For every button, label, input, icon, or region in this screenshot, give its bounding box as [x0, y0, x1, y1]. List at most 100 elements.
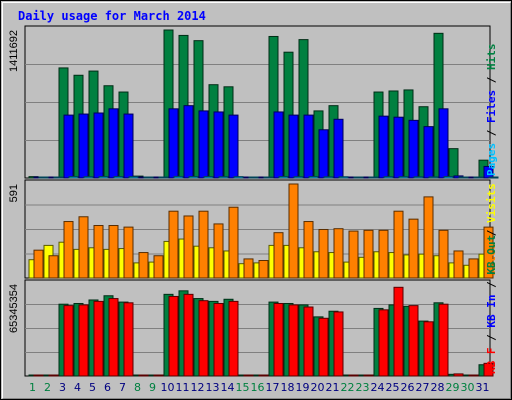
x-tick-label: 30	[461, 381, 475, 394]
bar-files-day-3	[63, 114, 74, 179]
y-max-label: 65345354	[8, 284, 20, 333]
legend: KB F / KB In / KB Out	[485, 235, 498, 374]
bar-pages-day-14	[233, 176, 244, 179]
bar-sites-day-8	[138, 252, 149, 279]
bar-sites-day-11	[183, 215, 194, 279]
legend-separator: /	[485, 123, 498, 143]
bar-pages-day-27	[428, 176, 439, 179]
x-tick-label: 11	[176, 381, 190, 394]
bar-sites-day-4	[78, 216, 89, 279]
bar-kb-f-day-6	[108, 298, 119, 377]
x-tick-label: 14	[221, 381, 235, 394]
x-tick-label: 15	[236, 381, 250, 394]
bar-kb-f-day-30	[468, 374, 479, 377]
bar-files-day-26	[408, 119, 419, 179]
bar-sites-day-22	[348, 230, 359, 279]
legend-item: Pages	[485, 143, 498, 176]
x-tick-label: 17	[266, 381, 280, 394]
bar-files-day-20	[318, 129, 329, 179]
legend-separator: /	[485, 328, 498, 348]
bar-kb-f-day-17	[273, 302, 284, 377]
legend-item: Sites	[485, 243, 498, 276]
x-tick-label: 25	[386, 381, 400, 394]
bar-sites-day-30	[468, 258, 479, 279]
bar-kb-f-day-24	[378, 309, 389, 377]
bar-pages-day-30	[473, 176, 484, 179]
bar-sites-day-29	[453, 250, 464, 279]
bar-files-day-14	[228, 114, 239, 179]
bar-files-day-12	[198, 110, 209, 179]
bar-sites-day-27	[423, 196, 434, 279]
bar-kb-f-day-10	[168, 295, 179, 377]
bar-pages-day-13	[218, 176, 229, 179]
bar-sites-day-1	[33, 249, 44, 279]
bar-pages-day-6	[113, 176, 124, 179]
x-tick-label: 4	[74, 381, 81, 394]
bar-sites-day-15	[243, 258, 254, 279]
bar-pages-day-20	[323, 176, 334, 179]
bar-sites-day-20	[318, 228, 329, 279]
bar-sites-day-19	[303, 221, 314, 279]
bar-pages-day-12	[203, 176, 214, 179]
bar-pages-day-28	[443, 176, 454, 179]
bar-pages-day-23	[368, 176, 379, 179]
x-tick-label: 7	[119, 381, 126, 394]
y-max-label: 591	[8, 184, 20, 202]
bar-sites-day-18	[288, 183, 299, 279]
bar-kb-f-day-31	[483, 362, 494, 377]
bar-pages-day-15	[248, 176, 259, 179]
bar-kb-f-day-25	[393, 286, 404, 377]
x-tick-label: 8	[134, 381, 141, 394]
bar-pages-day-26	[413, 176, 424, 179]
bar-kb-f-day-11	[183, 293, 194, 377]
bar-pages-day-11	[188, 176, 199, 179]
bar-pages-day-17	[278, 176, 289, 179]
bar-kb-f-day-3	[63, 305, 74, 377]
bar-files-day-18	[288, 114, 299, 179]
x-tick-label: 26	[401, 381, 415, 394]
legend-item: KB Out	[485, 235, 498, 275]
panel-1: 1411692 Pages / Files / Hits	[8, 25, 499, 179]
bar-kb-f-day-5	[93, 300, 104, 377]
bar-sites-day-28	[438, 229, 449, 279]
bar-kb-f-day-28	[438, 303, 449, 377]
x-tick-label: 18	[281, 381, 295, 394]
x-tick-label: 28	[431, 381, 445, 394]
bar-pages-day-1	[38, 176, 49, 179]
bar-pages-day-29	[458, 176, 469, 179]
bar-sites-day-26	[408, 218, 419, 279]
legend-separator: /	[485, 223, 498, 243]
x-tick-label: 24	[371, 381, 385, 394]
x-tick-label: 5	[89, 381, 96, 394]
bar-kb-f-day-12	[198, 300, 209, 377]
bar-sites-day-21	[333, 228, 344, 279]
bar-sites-day-14	[228, 206, 239, 279]
bar-kb-f-day-23	[363, 374, 374, 377]
bar-files-day-11	[183, 105, 194, 179]
bar-sites-day-23	[363, 229, 374, 279]
chart-title: Daily usage for March 2014	[18, 9, 206, 23]
x-tick-label: 29	[446, 381, 460, 394]
bar-pages-day-7	[128, 176, 139, 179]
bar-files-day-4	[78, 113, 89, 179]
bar-sites-day-6	[108, 225, 119, 279]
bar-files-day-25	[393, 116, 404, 179]
bar-pages-day-5	[98, 176, 109, 179]
bar-files-day-10	[168, 108, 179, 179]
legend-item: Visits	[485, 183, 498, 223]
x-tick-label: 20	[311, 381, 325, 394]
bar-pages-day-18	[293, 176, 304, 179]
panel-2: 591 Sites / Visits	[8, 179, 498, 279]
x-tick-label: 21	[326, 381, 340, 394]
x-tick-label: 31	[476, 381, 490, 394]
bar-pages-day-4	[83, 176, 94, 179]
bar-sites-day-16	[258, 260, 269, 279]
bar-files-day-7	[123, 113, 134, 179]
bar-kb-f-day-4	[78, 304, 89, 377]
bar-pages-day-31	[488, 176, 499, 179]
bar-pages-day-3	[68, 176, 79, 179]
bar-files-day-28	[438, 108, 449, 179]
bar-kb-f-day-20	[318, 317, 329, 377]
bar-sites-day-10	[168, 210, 179, 279]
